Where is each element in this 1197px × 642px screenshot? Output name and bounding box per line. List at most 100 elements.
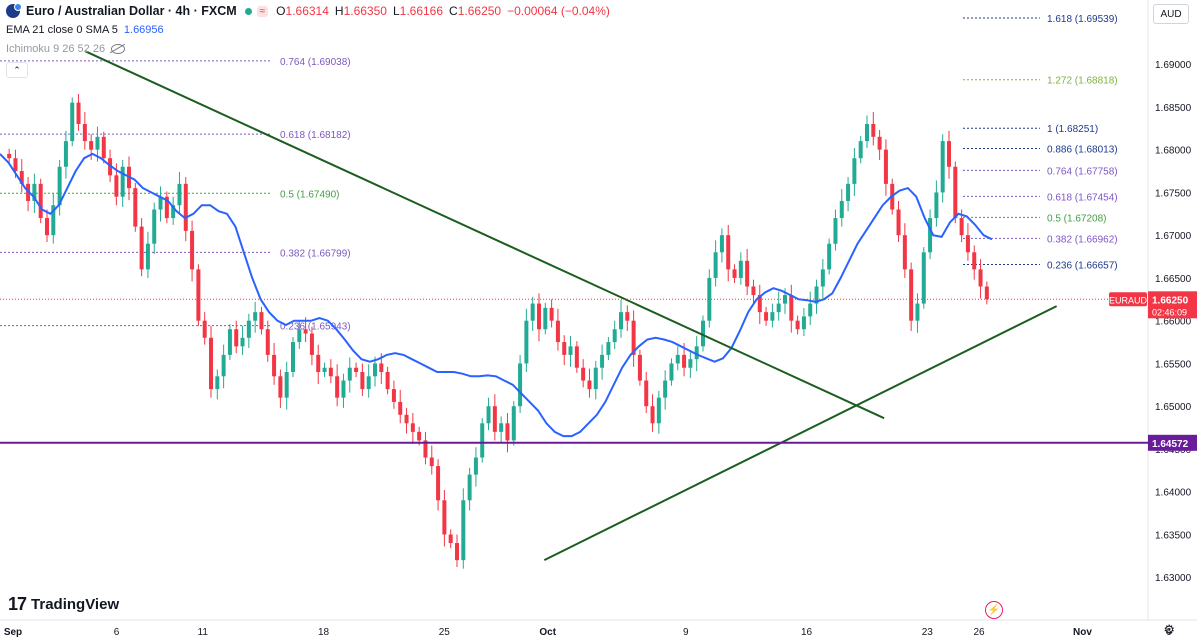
countdown-label: 02:46:09 [1152,307,1187,317]
candle-body [190,230,195,270]
candle-body [568,346,573,355]
candle-body [171,205,176,219]
candle-body [896,209,901,236]
candle-body [265,329,270,355]
candle-body [70,102,75,142]
market-status-icon [244,7,252,15]
candle-body [562,342,567,355]
candle-body [858,141,863,159]
candle-body [152,209,157,244]
fib-level-label: 1 (1.68251) [1047,124,1098,135]
tradingview-mark-icon: 17 [8,594,27,614]
candle-body [145,243,150,270]
candle-body [764,312,769,321]
candle-body [543,307,548,330]
fib-level-label: 0.5 (1.67490) [280,189,340,200]
candle-body [95,136,100,150]
ohlc-change: −0.00064 (−0.04%) [507,4,610,18]
candle-body [309,333,314,355]
candle-body [537,303,541,330]
fib-level-label: 1.618 (1.69539) [1047,14,1118,25]
candle-body [669,363,674,381]
chart-legend-header: Euro / Australian Dollar · 4h · FXCM ≈ O… [0,0,616,22]
price-tick-label: 1.67500 [1155,188,1192,199]
candle-body [297,329,302,343]
price-tick-label: 1.65000 [1155,402,1192,413]
candle-body [530,303,535,321]
candle-body [442,500,447,535]
hidden-eye-icon[interactable] [111,44,126,55]
candle-body [827,243,832,270]
candle-body [928,218,933,253]
candle-body [663,380,668,398]
ohlc-open: O1.66314 [276,4,329,18]
candle-body [518,363,523,407]
price-tick-label: 1.63000 [1155,573,1192,584]
candle-body [631,320,636,355]
candle-body [612,329,617,343]
candle-body [272,354,277,377]
candle-body [846,183,851,201]
candle-body [448,534,453,544]
candle-body [688,359,693,368]
candle-body [978,269,983,287]
candle-body [480,423,485,458]
price-tick-label: 1.64000 [1155,488,1192,499]
candle-body [436,466,441,501]
candle-body [82,124,87,142]
candle-body [795,320,800,330]
candle-body [373,363,377,377]
candle-body [227,329,232,355]
tradingview-wordmark: TradingView [31,596,120,613]
price-tick-label: 1.67000 [1155,231,1192,242]
candle-body [499,423,504,432]
currency-selector[interactable]: AUD [1153,4,1189,24]
candle-body [164,196,169,219]
ichimoku-indicator-legend[interactable]: Ichimoku 9 26 52 26 [6,43,126,55]
time-tick-label: 16 [801,627,813,638]
candle-body [51,205,56,236]
time-tick-label: 6 [114,627,120,638]
candle-body [972,252,977,270]
candle-body [738,260,743,278]
candle-body [278,376,283,398]
collapse-legend-button[interactable]: ⌃ [6,62,28,78]
candle-body [461,500,466,561]
candle-body [379,363,384,372]
candle-body [757,295,762,313]
candle-body [745,260,750,287]
lightning-icon[interactable]: ⚡ [985,601,1003,619]
candle-body [783,295,787,304]
fib-level-label: 0.764 (1.69038) [280,57,351,68]
price-tick-label: 1.68000 [1155,146,1192,157]
time-tick-label: 11 [198,627,209,638]
ema-indicator-legend[interactable]: EMA 21 close 0 SMA 5 1.66956 [6,24,164,36]
gear-icon[interactable]: ⚙ [1163,622,1175,637]
candle-body [120,166,125,197]
candle-body [701,320,705,347]
candle-body [619,312,623,330]
time-tick-label: Sep [4,627,22,638]
fib-level-label: 0.236 (1.66657) [1047,261,1118,272]
candle-body [391,389,396,402]
candle-body [209,337,213,390]
candle-body [852,158,857,184]
fib-level-label: 0.5 (1.67208) [1047,213,1107,224]
symbol-title[interactable]: Euro / Australian Dollar · 4h · FXCM [26,4,237,18]
time-tick-label: 18 [318,627,330,638]
candle-body [877,136,882,150]
fib-level-label: 0.382 (1.66799) [280,248,351,259]
ema-indicator-label: EMA 21 close 0 SMA 5 [6,24,118,36]
candle-body [240,337,245,347]
symbol-tag [1109,292,1147,307]
candle-body [316,354,321,372]
support-price-label: 1.64572 [1152,439,1189,450]
candle-body [833,218,838,244]
candle-body [322,367,327,372]
time-tick-label: Oct [539,627,556,638]
ohlc-high: H1.66350 [334,4,387,18]
candle-body [423,440,428,458]
candle-body [158,196,163,210]
time-tick-label: 26 [973,627,985,638]
